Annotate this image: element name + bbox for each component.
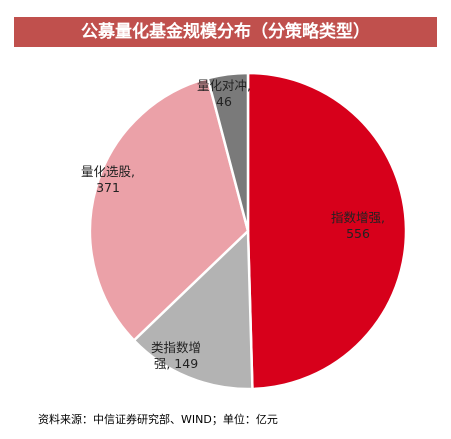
slice-labels: 指数增强, 556 类指数增强, 149 量化选股, 371 量化对冲, 46 bbox=[81, 78, 385, 371]
pie-slice-quasi-index-enhanced bbox=[132, 229, 254, 391]
slice-label-quasi-index-enhanced: 类指数增强, 149 bbox=[151, 340, 201, 371]
pie-slice-quant-stock-selection bbox=[88, 76, 250, 342]
source-note: 资料来源：中信证券研究部、WIND；单位：亿元 bbox=[38, 413, 278, 426]
slice-label-quant-stock-selection: 量化选股, 371 bbox=[81, 164, 135, 195]
slice-label-quant-hedge: 量化对冲, 46 bbox=[197, 78, 251, 109]
pie-slices bbox=[88, 71, 408, 391]
chart-title: 公募量化基金规模分布（分策略类型） bbox=[14, 17, 437, 47]
pie-slice-quant-hedge bbox=[206, 71, 250, 233]
slice-label-index-enhanced: 指数增强, 556 bbox=[331, 210, 385, 241]
pie-slice-index-enhanced bbox=[246, 71, 408, 391]
